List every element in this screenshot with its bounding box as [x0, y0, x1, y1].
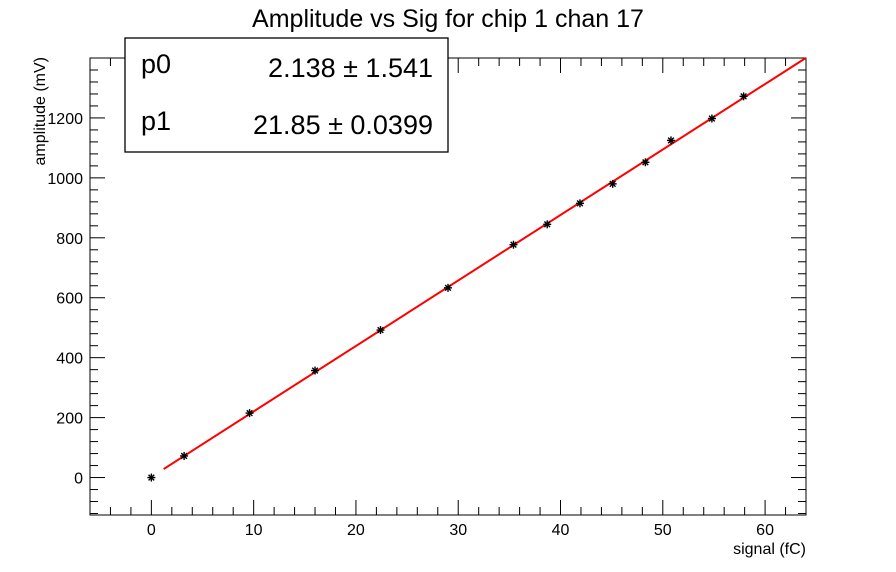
data-point-stroke [667, 137, 675, 144]
data-point [376, 326, 385, 335]
data-point-stroke [180, 452, 188, 460]
data-point-stroke [510, 241, 517, 249]
data-point-stroke [642, 158, 649, 166]
x-tick-label: 30 [449, 522, 467, 539]
stat-p1-value: 21.85 ± 0.0399 [253, 110, 433, 140]
x-tick-label: 10 [245, 522, 263, 539]
chart-title: Amplitude vs Sig for chip 1 chan 17 [252, 5, 644, 33]
y-tick-label: 0 [74, 471, 83, 488]
data-point-stroke [311, 367, 319, 374]
data-point [543, 220, 552, 229]
x-tick-label: 0 [147, 522, 156, 539]
y-tick-label: 1000 [47, 171, 83, 188]
data-point [311, 366, 320, 375]
x-tick-label: 60 [756, 522, 774, 539]
fit-stats-box: p0 2.138 ± 1.541 p1 21.85 ± 0.0399 [124, 37, 449, 153]
stats-box-frame [124, 37, 449, 153]
data-point [739, 92, 748, 101]
data-point-stroke [444, 284, 452, 292]
data-point [641, 158, 650, 167]
stat-p0-value: 2.138 ± 1.541 [268, 53, 433, 83]
data-point [147, 473, 156, 482]
x-tick-label: 20 [347, 522, 365, 539]
y-tick-label: 400 [56, 351, 83, 368]
data-point [180, 451, 189, 460]
data-point-stroke [708, 115, 716, 122]
data-point-stroke [377, 326, 384, 334]
data-point-stroke [543, 220, 551, 228]
stat-p1-name: p1 [141, 106, 171, 136]
data-point-stroke [740, 93, 747, 100]
y-tick-label: 800 [56, 231, 83, 248]
data-point [666, 136, 675, 145]
data-point-stroke [576, 200, 584, 207]
x-tick-label: 40 [552, 522, 570, 539]
y-tick-label: 1200 [47, 111, 83, 128]
y-tick-label: 200 [56, 411, 83, 428]
stat-p0-name: p0 [141, 49, 171, 79]
data-point-stroke [148, 474, 155, 481]
fit-line-group [163, 57, 807, 470]
data-point [707, 114, 716, 123]
data-point [245, 409, 254, 418]
data-point [444, 283, 452, 292]
data-point [575, 199, 584, 208]
x-axis-label: signal (fC) [733, 541, 806, 558]
data-point [608, 179, 617, 188]
fit-line [163, 57, 807, 470]
y-axis-label: amplitude (mV) [32, 57, 49, 165]
data-point [509, 240, 518, 249]
x-tick-label: 50 [654, 522, 672, 539]
data-point-stroke [609, 180, 617, 188]
data-points [147, 92, 748, 482]
y-tick-label: 600 [56, 291, 83, 308]
data-point-stroke [246, 409, 253, 417]
